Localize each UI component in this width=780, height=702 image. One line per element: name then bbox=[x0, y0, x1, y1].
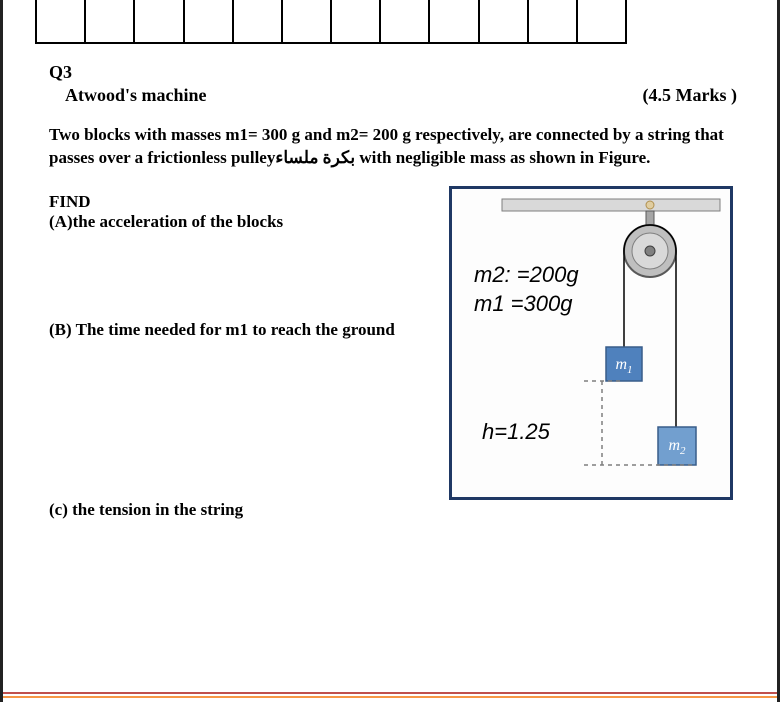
question-number: Q3 bbox=[49, 62, 737, 83]
figure-inner: m1 m2 m2: =200g m1 =300g h=1.25 bbox=[452, 189, 730, 497]
h-label: h=1.25 bbox=[482, 419, 550, 445]
top-cell bbox=[234, 0, 283, 42]
top-cell bbox=[185, 0, 234, 42]
top-cell bbox=[37, 0, 86, 42]
beam-knob bbox=[646, 201, 654, 209]
top-row-boxes bbox=[35, 0, 627, 44]
top-cell bbox=[86, 0, 135, 42]
title-row: Atwood's machine (4.5 Marks ) bbox=[49, 85, 737, 106]
top-cell bbox=[283, 0, 332, 42]
page-bottom-rule bbox=[3, 692, 777, 698]
question-body: Two blocks with masses m1= 300 g and m2=… bbox=[49, 124, 737, 170]
top-cell bbox=[529, 0, 578, 42]
question-title: Atwood's machine bbox=[65, 85, 207, 106]
mass-labels: m2: =200g m1 =300g bbox=[474, 261, 579, 318]
atwood-diagram: m1 m2 bbox=[452, 189, 730, 497]
top-cell bbox=[578, 0, 625, 42]
top-cell bbox=[480, 0, 529, 42]
beam bbox=[502, 199, 720, 211]
page: Q3 Atwood's machine (4.5 Marks ) Two blo… bbox=[0, 0, 780, 702]
top-cell bbox=[332, 0, 381, 42]
part-c: (c) the tension in the string bbox=[49, 500, 737, 520]
pulley-hub bbox=[645, 246, 655, 256]
figure-box: m1 m2 m2: =200g m1 =300g h=1.25 bbox=[449, 186, 733, 500]
m2-text: m2: =200g bbox=[474, 261, 579, 290]
top-cell bbox=[135, 0, 184, 42]
top-cell bbox=[430, 0, 479, 42]
question-marks: (4.5 Marks ) bbox=[643, 85, 737, 106]
top-cell bbox=[381, 0, 430, 42]
m1-text: m1 =300g bbox=[474, 290, 579, 319]
